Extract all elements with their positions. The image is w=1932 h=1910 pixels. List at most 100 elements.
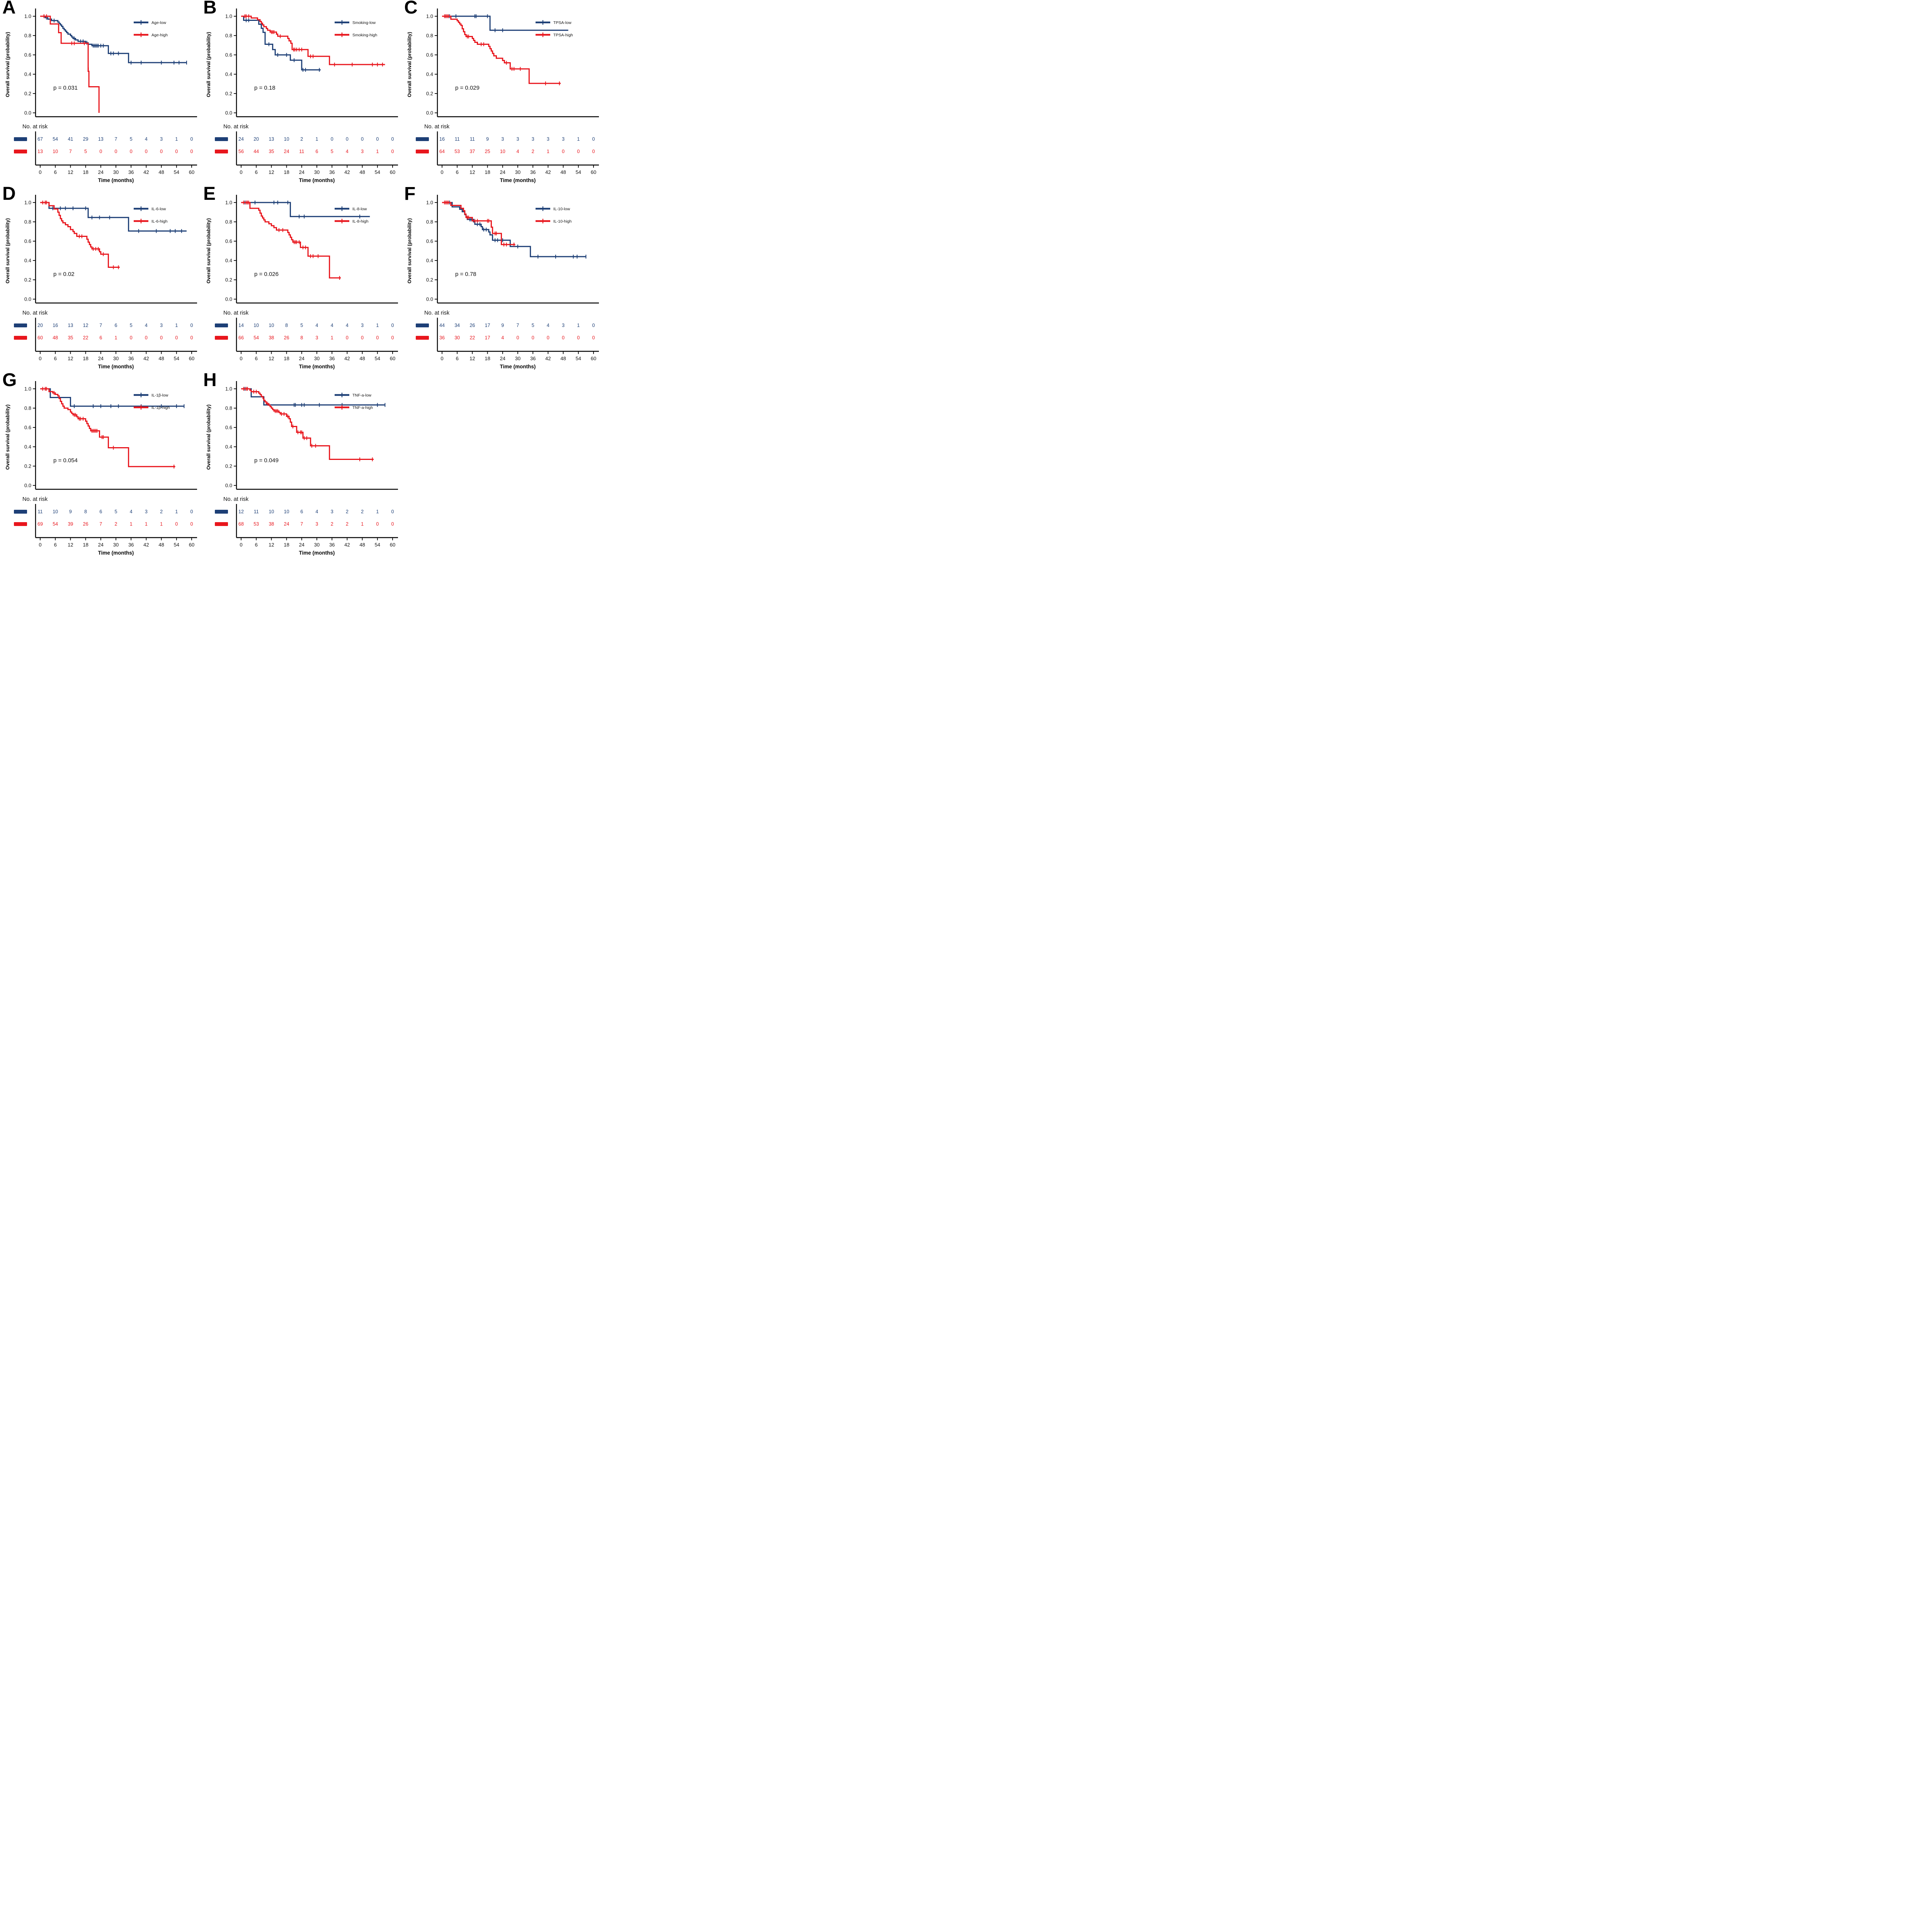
- risk-x-tick-label: 24: [500, 169, 505, 175]
- risk-x-tick-label: 0: [39, 542, 41, 548]
- risk-count: 7: [99, 521, 102, 527]
- risk-count: 0: [391, 509, 394, 514]
- risk-x-tick-label: 18: [284, 356, 289, 361]
- km-plot-D: 0.0 0.2 0.4 0.6 0.8 1.0 Overall survival (prob…: [5, 195, 197, 369]
- risk-count: 7: [300, 521, 303, 527]
- risk-count: 44: [253, 149, 259, 154]
- y-tick-label: 0.8: [24, 405, 31, 411]
- panel-letter-H: H: [203, 370, 217, 390]
- risk-x-tick-label: 18: [83, 542, 88, 548]
- risk-x-tick-label: 6: [255, 356, 258, 361]
- risk-count: 1: [577, 136, 580, 142]
- risk-x-tick-label: 18: [83, 356, 88, 361]
- y-tick-label: 0.8: [24, 33, 31, 39]
- risk-count: 1: [316, 136, 318, 142]
- km-panel-C: C 0.0 0.2 0.4 0.6 0.8 1.0 Overall survival (pro…: [402, 0, 603, 186]
- risk-count: 36: [439, 335, 445, 340]
- risk-row-swatch-IL-6-low: [14, 323, 27, 327]
- risk-table-title: No. at risk: [424, 124, 450, 130]
- y-tick-label: 1.0: [24, 14, 31, 19]
- x-axis-label: Time (months): [98, 550, 134, 556]
- risk-count: 3: [316, 521, 318, 527]
- risk-count: 25: [485, 149, 490, 154]
- risk-x-tick-label: 54: [375, 356, 380, 361]
- risk-count: 0: [130, 149, 133, 154]
- risk-count: 4: [130, 509, 133, 514]
- risk-count: 0: [190, 323, 193, 328]
- y-axis-label: Overall survival (probability): [206, 218, 211, 284]
- y-tick-label: 0.8: [426, 219, 433, 225]
- risk-count: 38: [269, 521, 274, 527]
- y-tick-label: 0.2: [225, 463, 232, 469]
- risk-x-tick-label: 54: [174, 356, 179, 361]
- risk-count: 69: [37, 521, 43, 527]
- y-tick-label: 0.8: [225, 33, 232, 39]
- risk-count: 20: [253, 136, 259, 142]
- risk-count: 9: [69, 509, 72, 514]
- risk-table-title: No. at risk: [22, 496, 48, 502]
- risk-count: 2: [160, 509, 163, 514]
- legend-label-IL-8-low: IL-8-low: [352, 207, 367, 211]
- risk-row-swatch-TPSA-high: [416, 150, 429, 153]
- y-tick-label: 1.0: [225, 200, 232, 206]
- risk-count: 8: [300, 335, 303, 340]
- risk-count: 66: [238, 335, 244, 340]
- risk-count: 2: [346, 521, 349, 527]
- y-axis-label: Overall survival (probability): [407, 218, 412, 284]
- risk-count: 1: [145, 521, 148, 527]
- risk-row-swatch-TNF-a-high: [215, 522, 228, 526]
- y-tick-label: 0.6: [426, 52, 433, 58]
- panel-letter-G: G: [2, 370, 17, 390]
- risk-count: 0: [592, 335, 595, 340]
- risk-x-tick-label: 18: [83, 169, 88, 175]
- risk-x-tick-label: 42: [143, 356, 149, 361]
- risk-count: 0: [547, 335, 549, 340]
- risk-count: 11: [38, 509, 43, 514]
- risk-count: 5: [300, 323, 303, 328]
- km-plot-F: 0.0 0.2 0.4 0.6 0.8 1.0 Overall survival (prob…: [407, 195, 599, 369]
- risk-count: 0: [376, 521, 379, 527]
- km-panel-H: H 0.0 0.2 0.4 0.6 0.8 1.0 Overall survival (pro…: [201, 370, 402, 559]
- risk-x-tick-label: 6: [255, 542, 258, 548]
- risk-row-swatch-IL-8-low: [215, 323, 228, 327]
- risk-x-tick-label: 6: [456, 356, 459, 361]
- km-plot-G: 0.0 0.2 0.4 0.6 0.8 1.0 Overall survival (prob…: [5, 381, 197, 556]
- survival-curve-Smoking-high: [241, 15, 385, 65]
- risk-x-tick-label: 42: [143, 542, 149, 548]
- km-panel-G: G 0.0 0.2 0.4 0.6 0.8 1.0 Overall survival (pro…: [0, 370, 201, 559]
- risk-x-tick-label: 30: [314, 356, 320, 361]
- risk-count: 7: [517, 323, 519, 328]
- risk-x-tick-label: 42: [545, 356, 551, 361]
- risk-count: 48: [53, 335, 58, 340]
- risk-x-tick-label: 60: [591, 169, 596, 175]
- risk-x-tick-label: 24: [500, 356, 505, 361]
- legend-label-Age-low: Age-low: [151, 20, 166, 25]
- risk-count: 0: [145, 335, 148, 340]
- survival-curve-TPSA-high: [442, 15, 561, 84]
- risk-count: 0: [145, 149, 148, 154]
- risk-count: 39: [68, 521, 73, 527]
- risk-count: 5: [84, 149, 87, 154]
- km-figure: A 0.0 0.2 0.4 0.6 0.8 1.0 Overall survival (pro…: [0, 0, 603, 559]
- risk-x-tick-label: 48: [560, 169, 566, 175]
- risk-x-tick-label: 24: [98, 542, 104, 548]
- y-tick-label: 0.0: [24, 110, 31, 116]
- risk-count: 1: [361, 521, 364, 527]
- y-tick-label: 0.0: [24, 483, 31, 489]
- risk-row-swatch-IL-8-high: [215, 336, 228, 340]
- risk-count: 9: [501, 323, 504, 328]
- risk-count: 41: [68, 136, 73, 142]
- risk-count: 2: [532, 149, 534, 154]
- legend-label-IL-10-high: IL-10-high: [553, 219, 571, 224]
- y-tick-label: 0.2: [225, 91, 232, 97]
- risk-count: 0: [175, 149, 178, 154]
- risk-count: 9: [486, 136, 489, 142]
- risk-row-swatch-Age-low: [14, 137, 27, 141]
- y-tick-label: 0.4: [426, 258, 433, 264]
- risk-count: 1: [376, 323, 379, 328]
- survival-curve-Age-high: [40, 15, 100, 113]
- y-tick-label: 0.4: [225, 444, 232, 450]
- risk-count: 7: [115, 136, 117, 142]
- risk-count: 1: [331, 335, 333, 340]
- risk-x-tick-label: 54: [174, 542, 179, 548]
